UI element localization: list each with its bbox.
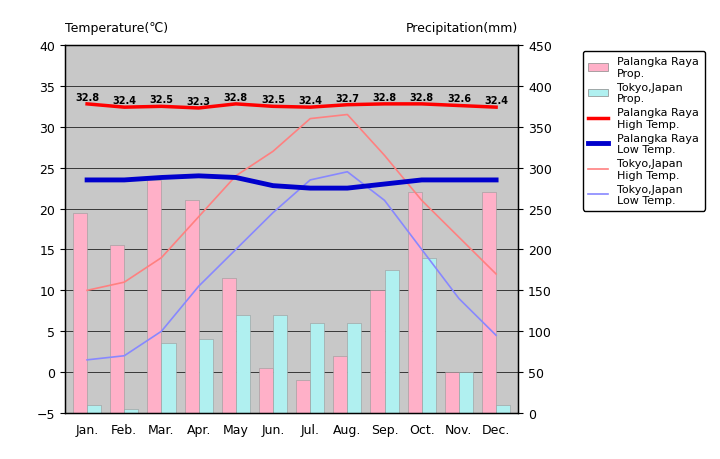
Bar: [110, 246, 125, 413]
Text: 32.8: 32.8: [75, 93, 99, 103]
Bar: [310, 323, 324, 413]
Bar: [482, 193, 496, 413]
Bar: [445, 372, 459, 413]
Bar: [273, 315, 287, 413]
Legend: Palangka Raya
Prop., Tokyo,Japan
Prop., Palangka Raya
High Temp., Palangka Raya
: Palangka Raya Prop., Tokyo,Japan Prop., …: [583, 51, 705, 211]
Text: 32.6: 32.6: [447, 94, 471, 104]
Bar: [296, 381, 310, 413]
Text: 32.4: 32.4: [484, 96, 508, 106]
Text: 32.3: 32.3: [186, 97, 211, 106]
Text: 32.7: 32.7: [336, 94, 359, 103]
Bar: [384, 270, 399, 413]
Text: 32.5: 32.5: [150, 95, 174, 105]
Bar: [73, 213, 87, 413]
Text: Precipitation(mm): Precipitation(mm): [406, 22, 518, 35]
Bar: [161, 344, 176, 413]
Bar: [222, 279, 236, 413]
Bar: [125, 409, 138, 413]
Text: 32.5: 32.5: [261, 95, 285, 105]
Bar: [184, 201, 199, 413]
Bar: [370, 291, 384, 413]
Text: 32.8: 32.8: [372, 93, 397, 103]
Bar: [148, 180, 161, 413]
Text: 32.4: 32.4: [298, 96, 322, 106]
Bar: [496, 405, 510, 413]
Bar: [422, 258, 436, 413]
Bar: [333, 356, 347, 413]
Text: 32.8: 32.8: [410, 93, 433, 103]
Text: 32.4: 32.4: [112, 96, 136, 106]
Bar: [408, 193, 422, 413]
Bar: [259, 368, 273, 413]
Bar: [236, 315, 250, 413]
Bar: [87, 405, 102, 413]
Bar: [459, 372, 473, 413]
Bar: [199, 340, 213, 413]
Bar: [347, 323, 361, 413]
Text: 32.8: 32.8: [224, 93, 248, 103]
Text: Temperature(℃): Temperature(℃): [65, 22, 168, 35]
